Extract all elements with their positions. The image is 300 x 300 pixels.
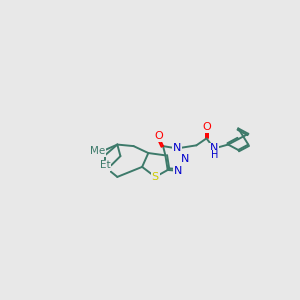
Text: N: N	[174, 166, 183, 176]
Text: N: N	[181, 154, 190, 164]
Text: Et: Et	[100, 160, 110, 170]
Text: O: O	[100, 162, 109, 172]
Text: O: O	[154, 131, 163, 141]
Text: Me: Me	[90, 146, 106, 156]
Text: H: H	[211, 150, 218, 160]
Text: S: S	[152, 172, 159, 182]
Text: O: O	[202, 122, 211, 132]
Text: N: N	[173, 143, 181, 153]
Text: N: N	[210, 143, 218, 153]
